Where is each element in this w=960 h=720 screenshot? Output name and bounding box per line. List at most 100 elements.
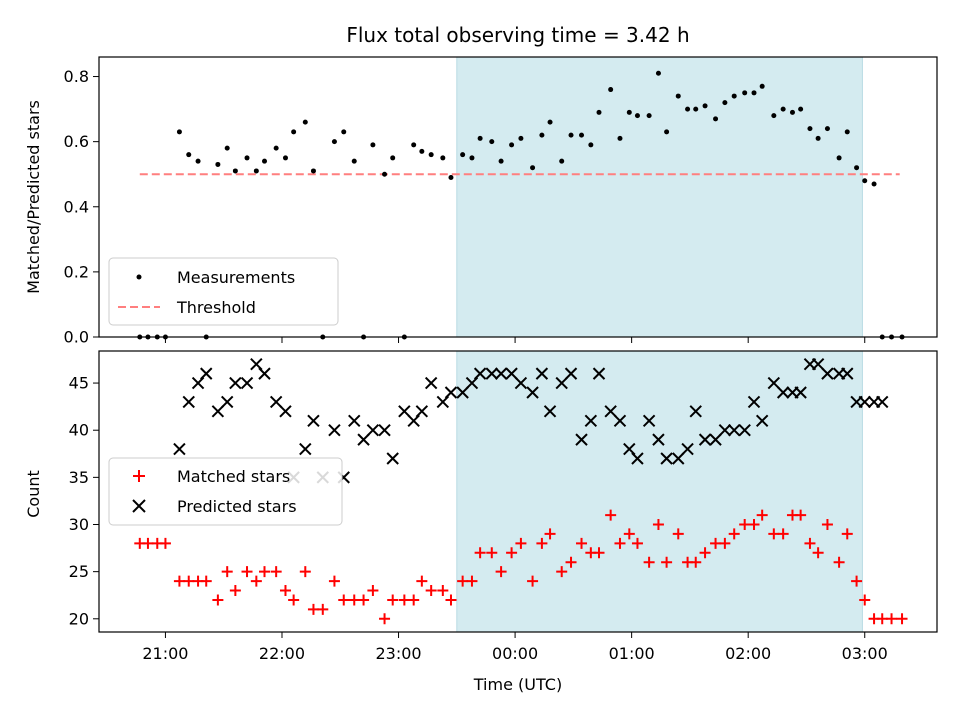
measurement-point [579, 132, 585, 138]
matched-star-point [437, 585, 449, 597]
predicted-star-point [424, 376, 438, 390]
predicted-star-point [689, 405, 702, 418]
predicted-star-point [279, 405, 292, 418]
measurement-point [798, 106, 804, 112]
measurement-point [871, 181, 877, 187]
x-tick-label: 01:00 [609, 644, 655, 663]
predicted-star-point [173, 442, 186, 456]
measurement-point [675, 93, 681, 99]
measurement-point [477, 135, 483, 141]
predicted-star-point [564, 367, 578, 380]
measurement-point [489, 139, 495, 145]
predicted-star-point [398, 405, 411, 418]
matched-star-point [777, 528, 789, 540]
x-axis-label: Time (UTC) [473, 675, 562, 694]
top-ytick-label: 0.2 [64, 262, 89, 281]
measurement-point [253, 168, 259, 174]
bottom-legend: Matched stars Predicted stars [108, 457, 343, 526]
predicted-star-point [776, 386, 790, 399]
legend-predicted-label: Predicted stars [177, 497, 297, 516]
top-axes-frame [98, 56, 938, 338]
measurement-point [273, 145, 279, 151]
bottom-y-axis-label: Count [24, 470, 43, 518]
top-ytick-label: 0.0 [64, 328, 89, 347]
measurement-point [460, 152, 466, 158]
matched-star-point [466, 575, 478, 587]
x-tick-label: 21:00 [142, 644, 188, 663]
matched-star-point [299, 566, 311, 578]
matched-star-point [241, 566, 253, 578]
matched-star-point [408, 594, 420, 606]
measurement-point [608, 87, 614, 93]
measurement-point [370, 142, 376, 148]
measurement-point [411, 142, 417, 148]
predicted-star-point [543, 405, 557, 418]
observing-window-top [456, 56, 863, 338]
matched-star-point [159, 537, 171, 549]
predicted-star-point [348, 414, 361, 427]
matched-star-point [728, 528, 740, 540]
top-y-axis-label: Matched/Predicted stars [24, 100, 43, 294]
predicted-star-point [592, 367, 606, 380]
matched-star-point [631, 537, 643, 549]
legend-matched-marker [133, 470, 145, 482]
bottom-ytick-label: 30 [69, 515, 89, 534]
measurement-point [713, 116, 719, 122]
predicted-star-point [767, 376, 781, 390]
predicted-star-point [613, 414, 627, 427]
matched-star-point [425, 585, 437, 597]
matched-star-point [614, 537, 626, 549]
matched-star-point [643, 556, 655, 568]
matched-star-point [672, 528, 684, 540]
predicted-star-point [821, 367, 834, 380]
measurement-point [382, 171, 388, 177]
measurement-point [547, 119, 553, 125]
predicted-star-point [456, 386, 469, 399]
chart-title: Flux total observing time = 3.42 h [346, 23, 689, 47]
matched-star-point [457, 575, 469, 587]
matched-star-point [416, 575, 428, 587]
measurement-point [685, 106, 691, 112]
predicted-star-point [575, 433, 588, 446]
matched-star-point [250, 575, 262, 587]
bottom-ytick-label: 20 [69, 609, 89, 628]
measurement-point [854, 165, 860, 171]
matched-star-point [212, 594, 224, 606]
matched-star-point [756, 509, 768, 521]
measurement-point [844, 129, 850, 135]
measurement-point [186, 152, 192, 158]
measurement-point [282, 155, 288, 161]
matched-star-point [445, 594, 457, 606]
predicted-star-point [698, 433, 712, 446]
matched-star-point [495, 566, 507, 578]
matched-star-point [795, 509, 807, 521]
measurement-point [702, 103, 708, 109]
bottom-ytick-label: 35 [69, 468, 89, 487]
matched-star-point [367, 585, 379, 597]
measurement-point [568, 132, 574, 138]
predicted-star-point [240, 376, 254, 390]
predicted-star-point [841, 367, 854, 380]
top-legend: Measurements Threshold [108, 257, 339, 326]
matched-star-point [183, 575, 195, 587]
predicted-star-point [269, 395, 283, 409]
predicted-star-point [709, 433, 722, 446]
predicted-star-point [328, 424, 341, 437]
x-tick-label: 23:00 [375, 644, 421, 663]
measurement-point [469, 155, 475, 161]
predicted-star-point [681, 442, 694, 456]
legend-measurements-marker [136, 274, 142, 280]
measurement-point [244, 155, 250, 161]
matched-star-point [699, 547, 711, 559]
predicted-star-point [182, 395, 195, 409]
predicted-star-point [473, 367, 487, 380]
matched-star-point [173, 575, 185, 587]
predicted-star-point [718, 424, 732, 437]
matched-star-point [623, 528, 635, 540]
predicted-star-point [299, 442, 312, 456]
x-tick-label: 00:00 [492, 644, 538, 663]
matched-star-point [387, 594, 399, 606]
predicted-star-point [378, 424, 391, 437]
measurement-point [448, 174, 454, 180]
measurement-point [634, 113, 640, 119]
